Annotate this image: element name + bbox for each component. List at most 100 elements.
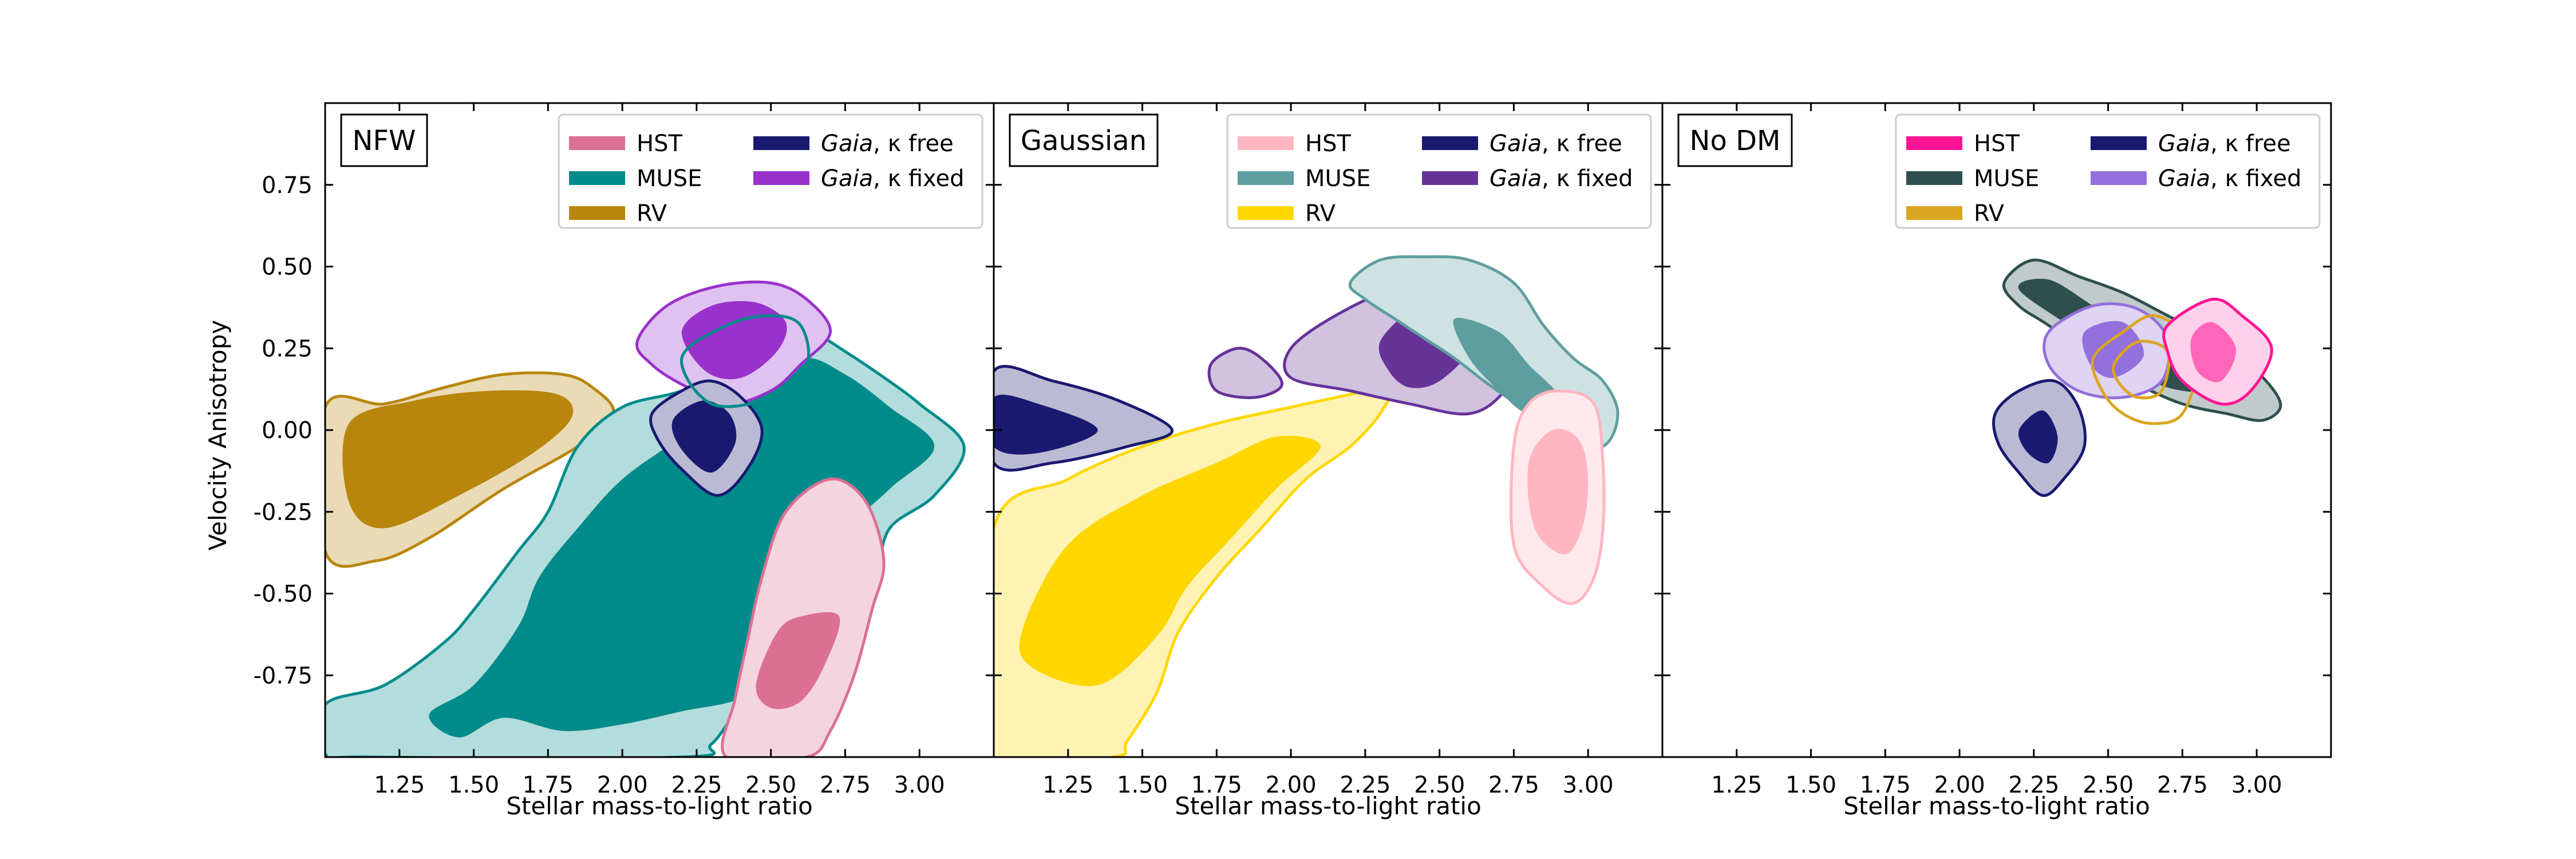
legend-swatch-gaia-free: [2091, 136, 2147, 150]
y-axis-label: Velocity Anisotropy: [204, 320, 232, 551]
title-box-no-dm: No DM: [1677, 113, 1793, 167]
legend-swatch-muse: [1906, 171, 1962, 185]
panel-gaussian: 1.25 1.50 1.75 2.00 2.25 2.50 2.75 3.00 Stellar…: [993, 102, 1664, 820]
legend-label-gaia-free: Gaia, κ free: [821, 131, 954, 157]
legend-swatch-rv: [1238, 206, 1294, 220]
contour-hst-gaussian: [1509, 389, 1606, 605]
contour-gaia-fixed-island-gaussian: [1207, 346, 1283, 399]
x-tick-label-nfw: 2.75: [820, 772, 871, 798]
x-tick-label-no-dm: 1.50: [1785, 772, 1836, 798]
x-tick-label-gaussian: 2.75: [1488, 772, 1539, 798]
contour-layer-no-dm: [1992, 258, 2282, 497]
legend-label-gaia-free: Gaia, κ free: [2158, 131, 2291, 157]
legend-swatch-gaia-fixed: [2091, 171, 2147, 185]
contour-gaia-free-no-dm: [1992, 379, 2087, 497]
ticks-no-dm: 1.25 1.50 1.75 2.00 2.25 2.50 2.75 3.00: [1662, 103, 2331, 798]
legend-no-dm: HST MUSE RV Gaia, κ free Gaia, κ fixed: [1895, 113, 2321, 229]
title-box-nfw: NFW: [340, 113, 428, 167]
contour-gaia-free-inner: [2018, 410, 2058, 464]
x-tick-label-no-dm: 2.50: [2083, 772, 2134, 798]
y-tick-label-nfw: -0.50: [254, 581, 313, 608]
legend-label-muse: MUSE: [1305, 166, 1370, 192]
plot-area-nfw: [325, 280, 966, 757]
contour-gaia-free-gaussian: [994, 365, 1174, 472]
contour-rv-inner: [1019, 435, 1321, 687]
contour-layer-nfw: [325, 280, 966, 757]
x-tick-label-gaussian: 2.00: [1266, 772, 1317, 798]
legend-label-gaia-free: Gaia, κ free: [1490, 131, 1622, 157]
contour-rv-inner: [2112, 340, 2171, 400]
contour-rv-inner: [342, 390, 574, 529]
legend-swatch-rv: [1906, 206, 1962, 220]
legend-label-muse: MUSE: [637, 166, 702, 192]
ticks-nfw: 1.25 1.50 1.75 2.00 2.25 2.50 2.75 3.00 0.75 0.50…: [254, 103, 994, 798]
contour-gaia-fixed-inner: [681, 301, 787, 380]
x-tick-label-no-dm: 2.00: [1934, 772, 1985, 798]
contour-gaia-free-inner: [671, 400, 737, 473]
plot-area-no-dm: [1992, 258, 2282, 497]
panel-title-gaussian: Gaussian: [1021, 125, 1147, 157]
x-tick-label-gaussian: 2.50: [1414, 772, 1465, 798]
contour-gaia-fixed-no-dm: [2042, 302, 2171, 400]
legend-swatch-muse: [569, 171, 625, 185]
x-tick-label-no-dm: 2.75: [2157, 772, 2208, 798]
x-tick-label-nfw: 2.00: [597, 772, 648, 798]
contour-rv-nfw: [325, 371, 615, 568]
legend-label-gaia-fixed: Gaia, κ fixed: [2158, 166, 2302, 192]
legend-label-rv: RV: [1974, 200, 2005, 227]
legend-swatch-gaia-free: [1422, 136, 1478, 150]
legend-swatch-gaia-fixed: [1422, 171, 1478, 185]
contour-hst-inner: [2190, 322, 2237, 383]
x-tick-label-gaussian: 1.50: [1117, 772, 1168, 798]
legend-swatch-muse: [1238, 171, 1294, 185]
legend-swatch-gaia-fixed: [753, 171, 809, 185]
x-tick-label-nfw: 2.50: [745, 772, 796, 798]
contour-muse-1-overplotted-outline-nfw: [680, 314, 810, 408]
x-tick-label-gaussian: 3.00: [1563, 772, 1614, 798]
contour-gaia-free-nfw: [649, 379, 764, 497]
legend-label-gaia-fixed: Gaia, κ fixed: [1490, 166, 1633, 192]
x-tick-label-gaussian: 1.75: [1191, 772, 1242, 798]
legend-label-hst: HST: [637, 131, 682, 157]
x-tick-label-nfw: 3.00: [894, 772, 945, 798]
legend-swatch-hst: [1238, 136, 1294, 150]
contour-muse-inner: [429, 357, 935, 738]
contour-rv-gaussian: [994, 379, 1397, 757]
contour-gaia-free-inner: [994, 395, 1098, 455]
legend-label-rv: RV: [1305, 200, 1336, 227]
y-tick-label-nfw: 0.25: [262, 336, 313, 362]
x-tick-label-no-dm: 3.00: [2231, 772, 2282, 798]
title-box-gaussian: Gaussian: [1009, 113, 1159, 167]
x-tick-label-nfw: 1.75: [523, 772, 574, 798]
legend-label-gaia-fixed: Gaia, κ fixed: [821, 166, 965, 192]
x-tick-label-nfw: 2.25: [671, 772, 722, 798]
contour-hst-no-dm: [2162, 297, 2273, 406]
contour-gaia-fixed-island-outer: [1207, 346, 1283, 399]
x-tick-label-no-dm: 1.25: [1711, 772, 1762, 798]
legend-label-hst: HST: [1305, 131, 1351, 157]
contour-muse-1-overplotted-outline-outer: [680, 314, 810, 408]
legend-swatch-hst: [1906, 136, 1962, 150]
legend-swatch-gaia-free: [753, 136, 809, 150]
x-axis-label-gaussian: Stellar mass-to-light ratio: [1175, 792, 1481, 820]
legend-swatch-hst: [569, 136, 625, 150]
legend-swatch-rv: [569, 206, 625, 220]
x-tick-label-nfw: 1.25: [374, 772, 425, 798]
contour-muse-inner: [1453, 317, 1559, 414]
contour-hst-inner: [756, 612, 840, 710]
contour-gaia-fixed-inner: [2082, 321, 2144, 379]
x-tick-label-gaussian: 2.25: [1340, 772, 1390, 798]
plot-area-gaussian: [994, 255, 1619, 757]
x-tick-label-gaussian: 1.25: [1042, 772, 1093, 798]
legend-nfw: HST MUSE RV Gaia, κ free Gaia, κ fixed: [558, 113, 983, 229]
panel-title-no-dm: No DM: [1690, 125, 1781, 157]
legend-label-rv: RV: [637, 200, 667, 227]
contour-hst-inner: [1527, 428, 1589, 554]
y-tick-label-nfw: 0.75: [262, 172, 313, 199]
panel-no-dm: 1.25 1.50 1.75 2.00 2.25 2.50 2.75 3.00 Stellar…: [1661, 102, 2332, 820]
y-tick-label-nfw: -0.75: [254, 663, 313, 689]
y-tick-label-nfw: 0.50: [262, 254, 313, 281]
legend-gaussian: HST MUSE RV Gaia, κ free Gaia, κ fixed: [1226, 113, 1652, 229]
x-tick-label-no-dm: 2.25: [2008, 772, 2059, 798]
